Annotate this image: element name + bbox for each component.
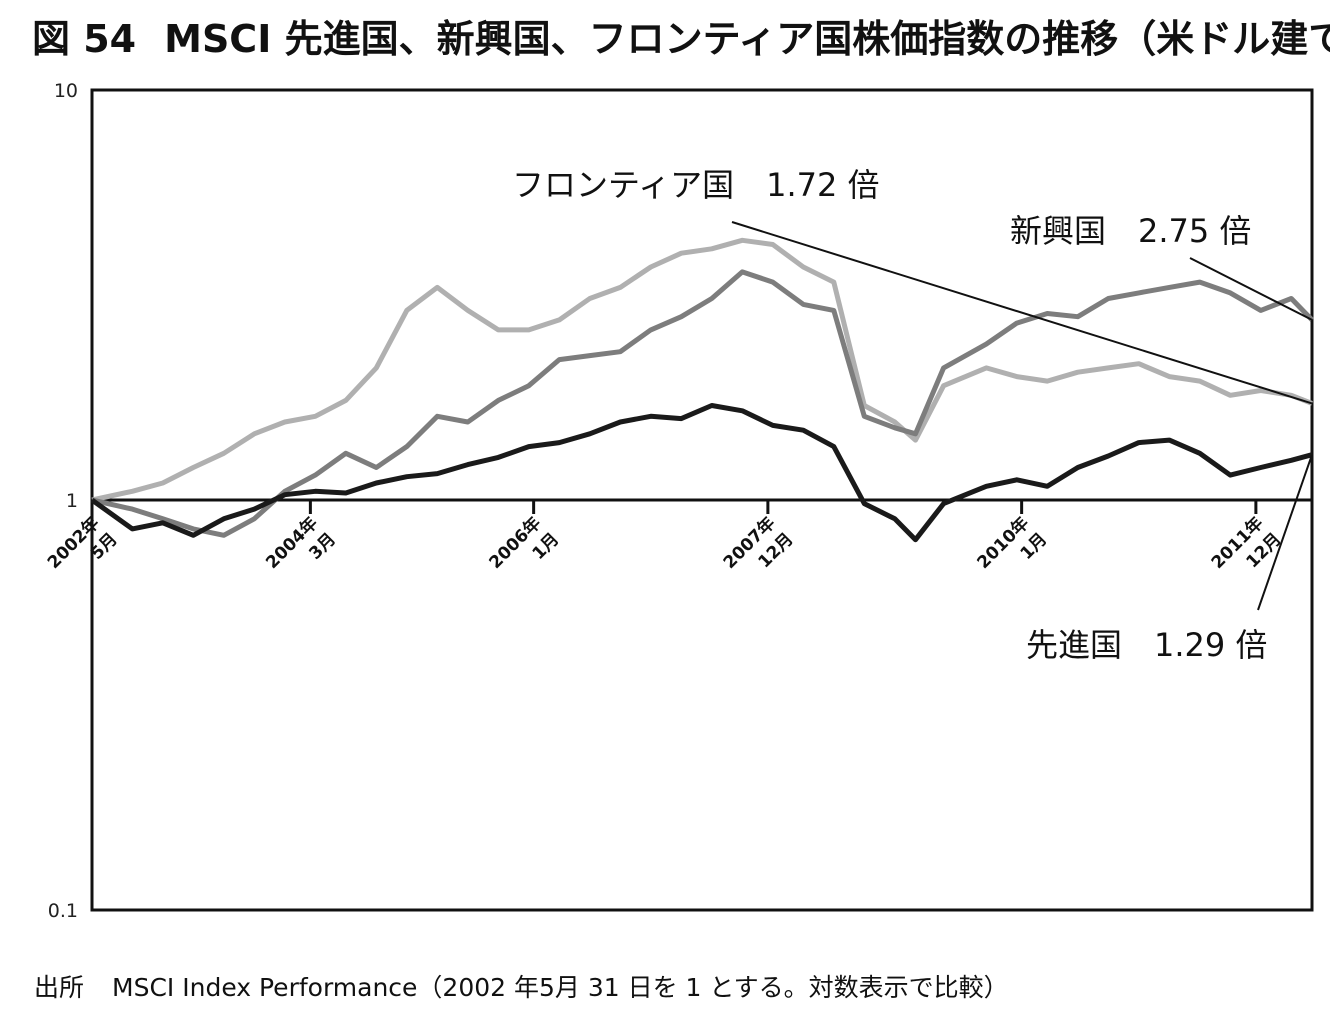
y-tick-label: 0.1: [48, 900, 78, 922]
y-tick-label: 10: [54, 80, 78, 102]
annotation-leader: [1257, 454, 1313, 611]
figure-number: 図 54: [32, 17, 137, 61]
chart-title: 図 54 MSCI 先進国、新興国、フロンティア国株価指数の推移（米ドル建て）: [32, 8, 1330, 63]
title-text: MSCI 先進国、新興国、フロンティア国株価指数の推移（米ドル建て）: [164, 17, 1330, 61]
annotation-label: 新興国 2.75 倍: [1010, 212, 1251, 250]
annotation-leader: [731, 221, 1313, 405]
annotation-label: 先進国 1.29 倍: [1026, 626, 1267, 664]
annotation-label: フロンティア国 1.72 倍: [512, 166, 880, 204]
y-tick-label: 1: [66, 490, 78, 512]
series-line: [91, 237, 1313, 503]
source-note: 出所 MSCI Index Performance（2002 年5月 31 日を …: [34, 968, 1009, 1004]
annotation-leader: [1189, 257, 1313, 321]
source-text: MSCI Index Performance（2002 年5月 31 日を 1 …: [112, 973, 1009, 1002]
source-label: 出所: [34, 973, 85, 1002]
series-line: [90, 403, 1313, 543]
series-line: [91, 269, 1314, 538]
